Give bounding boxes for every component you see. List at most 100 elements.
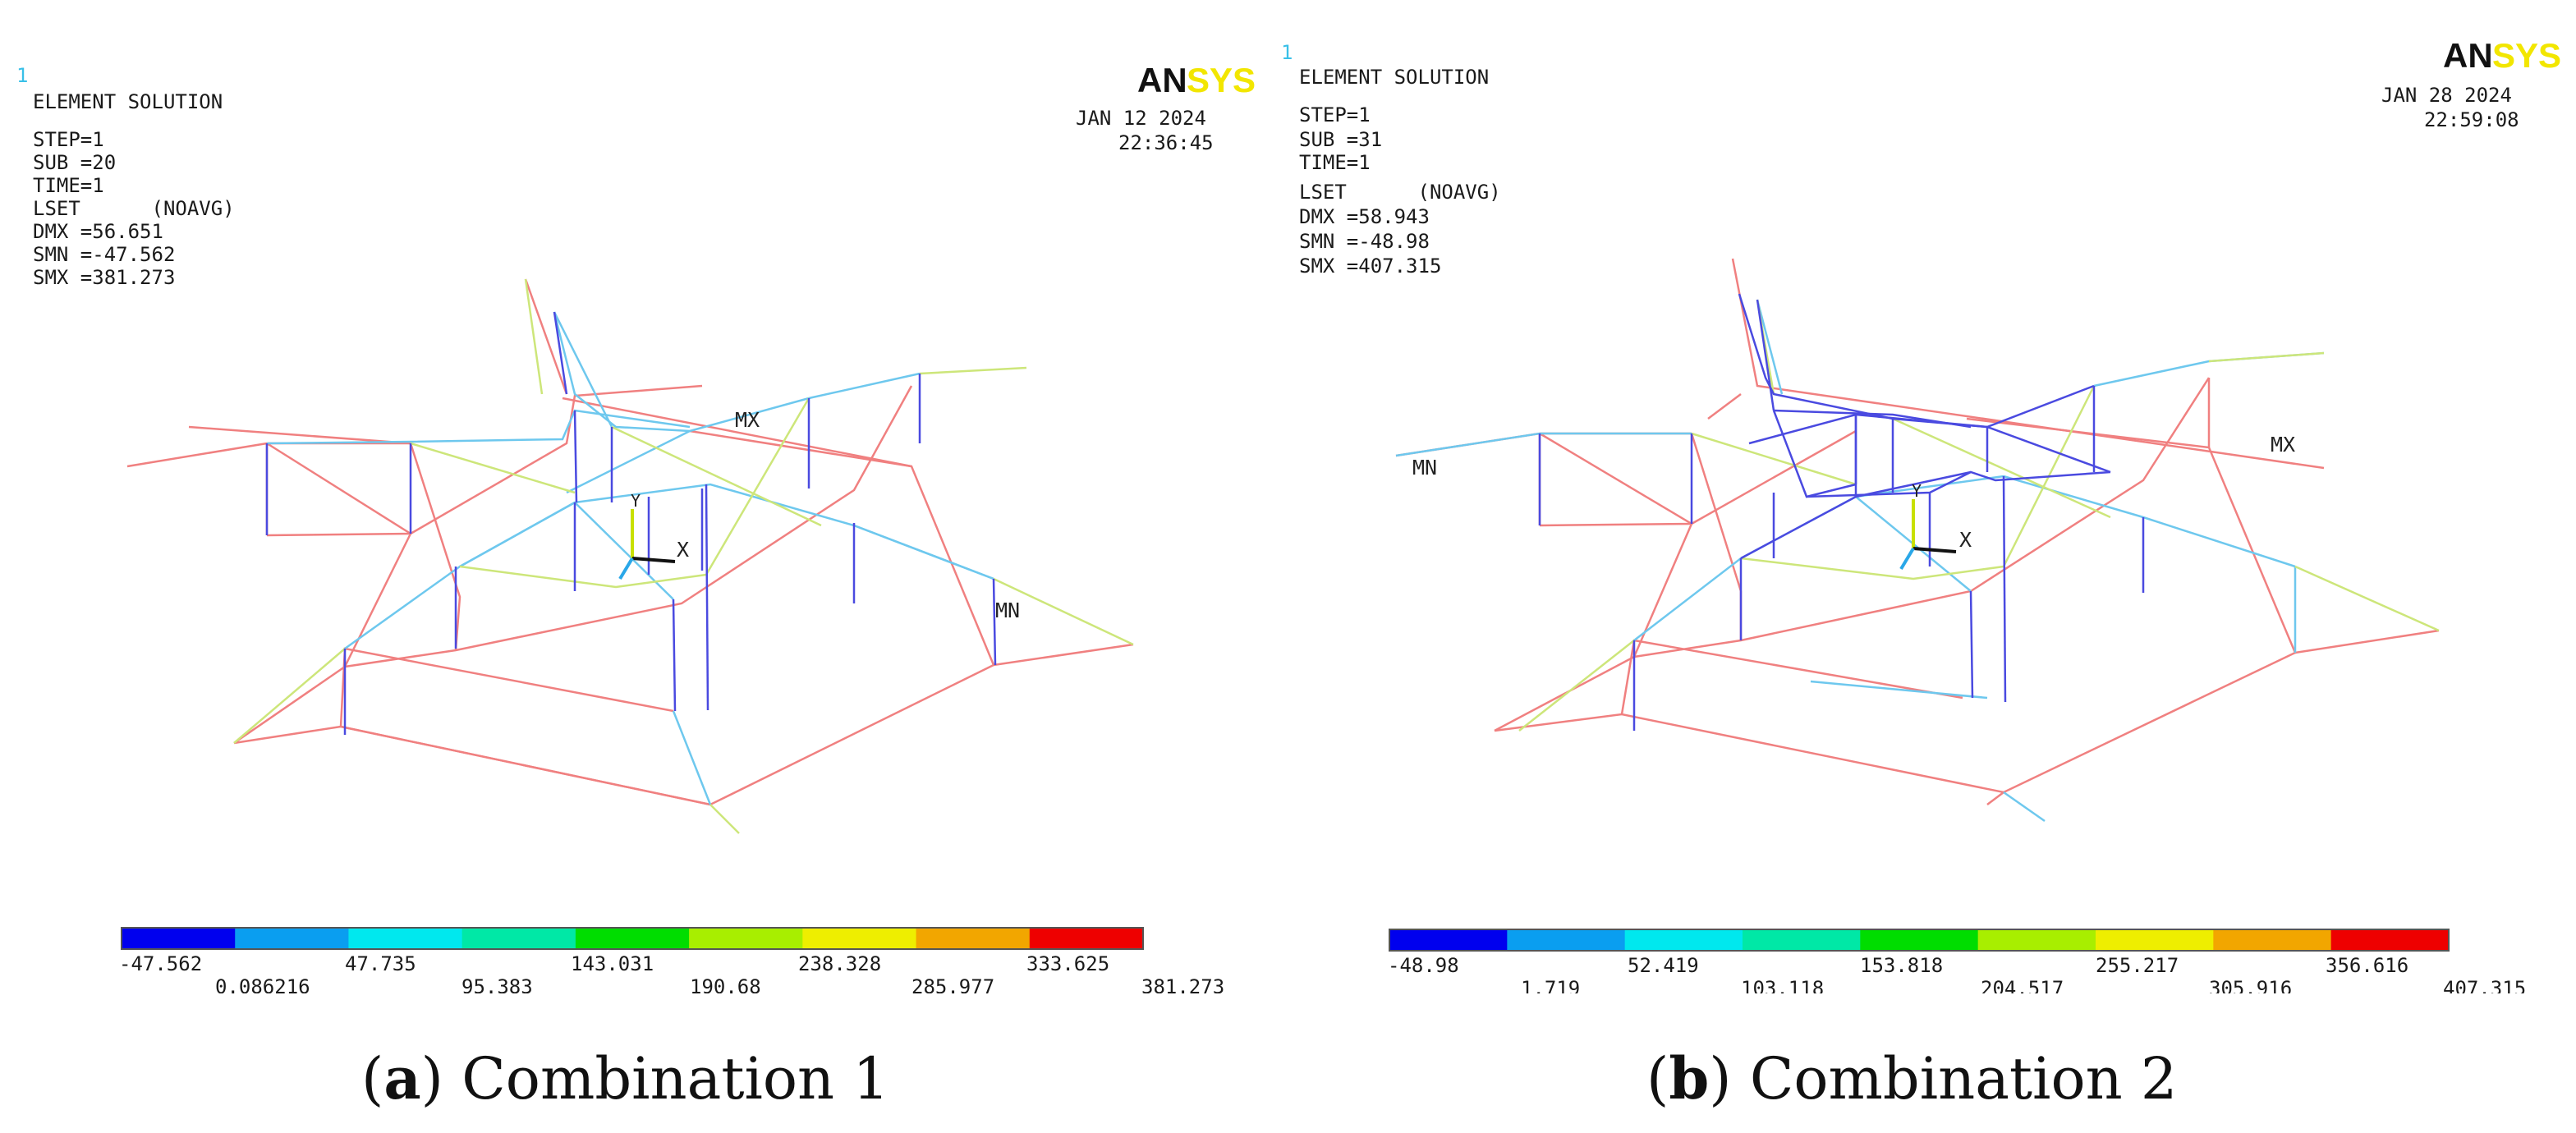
legend-swatch-4 [1860, 929, 1979, 951]
red-members [126, 278, 1134, 806]
info-lset: LSET (NOAVG) [1299, 181, 1501, 204]
legend-swatch-6 [2096, 929, 2214, 951]
cyan-members [266, 311, 994, 805]
blue-members [1538, 293, 2145, 731]
info-smn: SMN =-48.98 [1299, 230, 1430, 253]
legend-swatch-7 [916, 928, 1031, 949]
legend-color-bar [1389, 929, 2450, 951]
legend-swatch-5 [689, 928, 803, 949]
axis-triad [1899, 499, 1957, 571]
axis-y-label: Y [1912, 481, 1922, 501]
caption-a: (a) Combination 1 [361, 1044, 889, 1112]
legend-swatch-5 [1977, 929, 2096, 951]
legend-bottom-label-0: 1.719 [1521, 977, 1580, 993]
frame-number: 1 [16, 64, 28, 87]
legend-color-bar [122, 928, 1144, 949]
max-marker: MX [735, 408, 760, 432]
legend-swatch-8 [2330, 929, 2450, 951]
info-lset: LSET (NOAVG) [33, 197, 235, 220]
blue-members [265, 311, 997, 735]
ansys-result-panel-a: 1 AN SYS JAN 12 2024 22:36:45 ELEMENT SO… [0, 0, 1265, 993]
legend-swatch-3 [461, 928, 576, 949]
legend-top-label-4: 356.616 [2326, 954, 2408, 977]
legend-swatch-7 [2213, 929, 2332, 951]
legend-top-label-0: -47.562 [119, 952, 202, 975]
legend-top-label-0: -48.98 [1388, 954, 1459, 977]
red-members [1395, 258, 2440, 805]
min-marker: MN [995, 599, 1020, 622]
legend-top-label-3: 238.328 [798, 952, 881, 975]
solution-title: ELEMENT SOLUTION [33, 90, 223, 113]
yellow-green-members [1518, 299, 2440, 732]
legend-swatch-1 [1507, 929, 1626, 951]
legend-swatch-2 [1624, 929, 1743, 951]
ansys-result-panel-b: 1 AN SYS JAN 28 2024 22:59:08 ELEMENT SO… [1281, 0, 2576, 993]
legend-top-label-1: 47.735 [345, 952, 416, 975]
date-stamp: JAN 28 2024 [2381, 84, 2512, 107]
time-stamp: 22:36:45 [1118, 131, 1214, 154]
legend-swatch-0 [122, 928, 236, 949]
time-stamp: 22:59:08 [2424, 108, 2519, 131]
legend-top-label-2: 143.031 [571, 952, 654, 975]
solution-info: STEP=1 SUB =20 TIME=1 LSET (NOAVG) DMX =… [33, 128, 235, 289]
caption-letter: a [383, 1044, 421, 1112]
axis-x-label: X [677, 538, 689, 562]
legend-top-label-3: 255.217 [2096, 954, 2179, 977]
ansys-logo: AN SYS [2443, 36, 2561, 75]
info-step: STEP=1 [1299, 103, 1371, 126]
solution-info: STEP=1 SUB =31 TIME=1 LSET (NOAVG) DMX =… [1299, 103, 1501, 278]
legend-top-label-1: 52.419 [1628, 954, 1699, 977]
ansys-logo-an: AN [2443, 36, 2493, 75]
contour-legend: -48.98 52.419 153.818 255.217 356.616 1.… [1388, 929, 2526, 993]
legend-top-label-2: 153.818 [1860, 954, 1943, 977]
legend-swatch-6 [802, 928, 917, 949]
legend-bottom-label-1: 95.383 [461, 975, 533, 993]
caption-text: Combination 1 [461, 1045, 889, 1112]
legend-border [1389, 929, 2450, 952]
legend-swatch-1 [235, 928, 349, 949]
frame-canvas-a: 1 AN SYS JAN 12 2024 22:36:45 ELEMENT SO… [16, 61, 1256, 993]
legend-bottom-label-2: 204.517 [1981, 977, 2064, 993]
legend-bottom-label-4: 381.273 [1141, 975, 1224, 993]
info-sub: SUB =20 [33, 151, 116, 174]
legend-bottom-label-0: 0.086216 [215, 975, 310, 993]
frame-structure-wireframe [126, 278, 1134, 834]
frame-number: 1 [1281, 41, 1293, 64]
info-time: TIME=1 [1299, 151, 1371, 174]
date-stamp: JAN 12 2024 [1076, 107, 1206, 130]
ansys-logo-sys: SYS [1187, 61, 1256, 99]
legend-swatch-3 [1743, 929, 1861, 951]
min-marker: MN [1412, 456, 1437, 479]
frame-canvas-b: 1 AN SYS JAN 28 2024 22:59:08 ELEMENT SO… [1281, 36, 2561, 993]
caption-text: Combination 2 [1749, 1045, 2178, 1112]
yellow-green-members [233, 278, 1134, 834]
legend-border [121, 927, 1144, 950]
legend-bottom-label-4: 407.315 [2443, 977, 2526, 993]
caption-letter: b [1669, 1044, 1710, 1112]
legend-bottom-label-3: 285.977 [911, 975, 994, 993]
frame-structure-wireframe [1395, 258, 2440, 823]
legend-bottom-label-2: 190.68 [690, 975, 761, 993]
axis-triad [618, 509, 676, 580]
legend-swatch-4 [575, 928, 690, 949]
legend-swatch-2 [348, 928, 463, 949]
info-step: STEP=1 [33, 128, 104, 151]
legend-bottom-label-3: 305.916 [2209, 977, 2292, 993]
legend-swatch-8 [1029, 928, 1144, 949]
info-dmx: DMX =56.651 [33, 220, 163, 243]
info-smn: SMN =-47.562 [33, 243, 175, 266]
contour-legend: -47.562 47.735 143.031 238.328 333.625 0… [119, 927, 1224, 993]
info-dmx: DMX =58.943 [1299, 205, 1430, 228]
info-time: TIME=1 [33, 174, 104, 197]
legend-top-label-4: 333.625 [1026, 952, 1109, 975]
legend-swatch-0 [1389, 929, 1508, 951]
info-smx: SMX =407.315 [1299, 255, 1441, 278]
max-marker: MX [2271, 433, 2295, 456]
caption-b: (b) Combination 2 [1646, 1044, 2178, 1112]
ansys-logo-an: AN [1137, 61, 1187, 99]
solution-title: ELEMENT SOLUTION [1299, 66, 1489, 89]
info-smx: SMX =381.273 [33, 266, 175, 289]
info-sub: SUB =31 [1299, 128, 1382, 151]
cyan-members [1395, 299, 2325, 823]
ansys-logo: AN SYS [1137, 61, 1256, 99]
